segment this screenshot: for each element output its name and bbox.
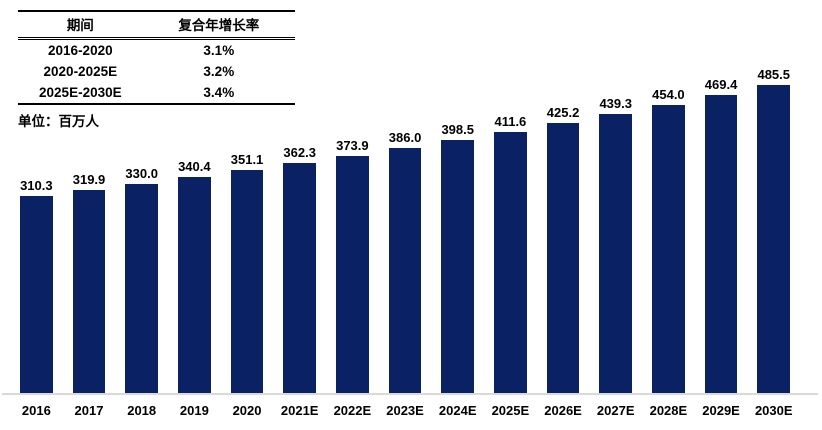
bar-column: 340.4 — [168, 160, 221, 393]
bar — [72, 190, 106, 393]
bar — [652, 105, 685, 393]
bar-value-label: 310.3 — [20, 178, 53, 193]
bar-value-label: 319.9 — [72, 172, 106, 187]
bar-column: 485.5 — [747, 68, 800, 393]
bar-column: 310.3 — [10, 179, 63, 393]
x-axis-tick-label: 2018 — [127, 403, 157, 418]
bar — [336, 156, 369, 393]
bar-column: 330.0 — [115, 167, 168, 393]
bar-value-label: 398.5 — [441, 122, 474, 137]
bar-column: 386.0 — [379, 131, 432, 393]
bar — [178, 177, 211, 393]
cagr-table-row: 2020-2025E 3.2% — [18, 61, 295, 82]
bar — [441, 140, 475, 393]
bar-column: 362.3 — [273, 146, 326, 393]
cagr-value-cell: 3.1% — [203, 43, 235, 58]
bar-column: 469.4 — [695, 78, 748, 393]
bar-column: 411.6 — [484, 115, 537, 393]
x-axis-tick-label: 2027E — [596, 403, 635, 418]
x-axis-tick-label: 2030E — [754, 403, 793, 418]
bar-column: 439.3 — [589, 97, 642, 393]
x-axis-labels: 2016 2017 2018 2019 2020 2021E 2022E 2023E 2024E… — [10, 403, 800, 418]
cagr-period-cell: 2016-2020 — [48, 43, 113, 58]
cagr-table-row: 2025E-2030E 3.4% — [18, 82, 295, 104]
bar-value-label: 454.0 — [652, 87, 685, 102]
x-axis-tick-label: 2026E — [544, 403, 582, 418]
cagr-table-row: 2016-2020 3.1% — [18, 39, 295, 62]
bar — [230, 170, 264, 393]
bar-column: 398.5 — [431, 123, 484, 393]
x-axis-tick-label: 2016 — [21, 403, 51, 418]
x-axis-tick-label: 2020 — [232, 403, 262, 418]
bar — [20, 196, 53, 393]
bar-value-label: 362.3 — [283, 145, 316, 160]
cagr-value-cell: 3.2% — [203, 64, 235, 79]
x-axis-tick-label: 2025E — [491, 403, 530, 418]
bars-area: 310.3 319.9 330.0 340.4 351.1 362.3 373.9 386.0… — [10, 37, 800, 393]
bar-value-label: 340.4 — [178, 159, 211, 174]
x-axis-tick-label: 2021E — [280, 403, 319, 418]
bar — [704, 95, 738, 393]
bar — [125, 184, 158, 393]
bar-column: 351.1 — [221, 153, 274, 393]
bar-value-label: 330.0 — [125, 166, 158, 181]
x-axis-line — [2, 393, 818, 395]
cagr-table-header-cagr: 复合年增长率 — [142, 11, 295, 40]
x-axis-tick-label: 2024E — [438, 403, 477, 418]
bar-column: 319.9 — [63, 173, 116, 393]
cagr-table-header-period: 期间 — [18, 11, 143, 40]
bar-value-label: 439.3 — [599, 96, 632, 111]
x-axis-tick-label: 2028E — [649, 403, 688, 418]
bar — [388, 148, 422, 393]
cagr-table-header-row: 期间 复合年增长率 — [18, 11, 295, 40]
cagr-value-cell: 3.4% — [203, 85, 235, 100]
bar-value-label: 469.4 — [704, 77, 738, 92]
bar — [757, 85, 791, 393]
bar-value-label: 351.1 — [230, 152, 264, 167]
x-axis-tick-label: 2022E — [333, 403, 372, 418]
cagr-period-cell: 2025E-2030E — [39, 85, 122, 100]
bar-value-label: 411.6 — [494, 114, 527, 129]
x-axis-tick-label: 2029E — [702, 403, 740, 418]
bar — [546, 123, 580, 393]
unit-label: 单位：百万人 — [18, 114, 99, 129]
x-axis-tick-label: 2017 — [74, 403, 104, 418]
bar-column: 454.0 — [642, 88, 695, 393]
x-axis-tick-label: 2019 — [179, 403, 209, 418]
bar-value-label: 485.5 — [757, 67, 791, 82]
bar-column: 373.9 — [326, 139, 379, 393]
bar — [494, 132, 527, 393]
bar-value-label: 386.0 — [388, 130, 422, 145]
bar-value-label: 373.9 — [336, 138, 369, 153]
bar — [283, 163, 317, 393]
x-axis-tick-label: 2023E — [386, 403, 424, 418]
cagr-period-cell: 2020-2025E — [43, 64, 118, 79]
cagr-table: 期间 复合年增长率 2016-2020 3.1% 2020-2025E 3.2% 202… — [18, 10, 295, 105]
bar-column: 425.2 — [537, 106, 590, 393]
bar-value-label: 425.2 — [546, 105, 580, 120]
bar — [599, 114, 633, 393]
